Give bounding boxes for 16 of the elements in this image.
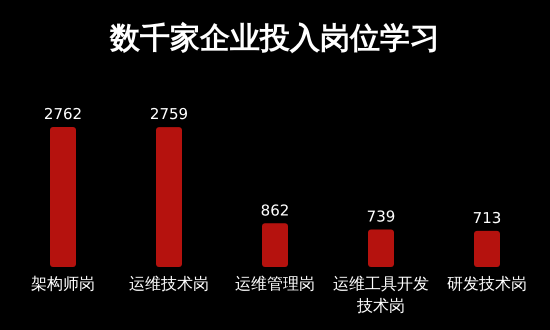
bar [474,230,500,267]
bar [262,223,288,267]
bar [50,127,76,267]
bar [156,127,182,267]
data-label: 2762 [44,105,82,123]
data-label: 2759 [150,105,188,124]
x-tick-label: 运维工具开发技术岗 [333,274,429,315]
x-tick-label: 运维管理岗 [235,274,315,293]
x-tick-label: 架构师岗 [31,274,95,293]
x-tick-label: 运维技术岗 [129,274,209,293]
data-label: 739 [366,208,396,226]
data-label: 862 [260,201,290,220]
bar [368,230,394,267]
data-label: 713 [472,208,502,227]
x-tick-label: 研发技术岗 [447,274,527,293]
chart-title: 数千家企业投入岗位学习 [109,21,440,56]
